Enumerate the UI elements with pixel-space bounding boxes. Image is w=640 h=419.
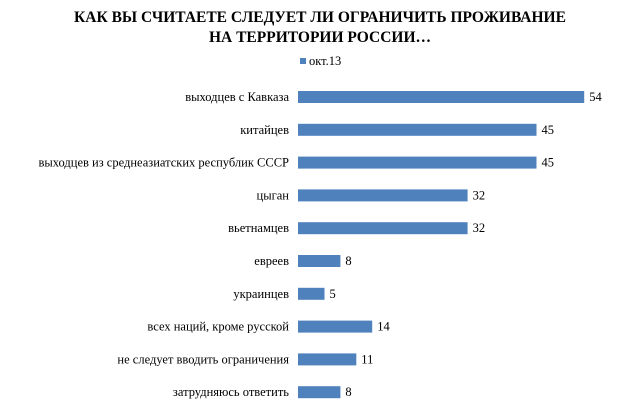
data-label: 11 (361, 352, 373, 366)
category-label: китайцев (240, 123, 289, 137)
bars-layer: выходцев с Кавказа 54 китайцев 45 выходцев и… (38, 90, 602, 399)
legend: окт.13 (300, 54, 341, 68)
category-label: цыган (257, 188, 290, 202)
data-label: 45 (542, 156, 555, 170)
legend-swatch (300, 58, 306, 64)
data-label: 14 (377, 320, 390, 334)
category-label: вьетнамцев (228, 221, 289, 235)
chart-title-line-2: НА ТЕРРИТОРИИ РОССИИ… (209, 29, 431, 46)
data-label: 8 (345, 385, 351, 399)
bar (298, 123, 537, 136)
category-label: всех наций, кроме русской (147, 320, 289, 334)
bar (298, 189, 468, 202)
bar (298, 353, 357, 366)
bar (298, 386, 341, 399)
data-label: 8 (345, 254, 351, 268)
data-label: 54 (589, 90, 602, 104)
bar (298, 287, 325, 300)
category-label: затрудняюсь ответить (173, 385, 289, 399)
legend-label: окт.13 (309, 54, 341, 68)
chart-title-line-1: КАК ВЫ СЧИТАЕТЕ СЛЕДУЕТ ЛИ ОГРАНИЧИТЬ ПР… (74, 9, 566, 26)
data-label: 45 (542, 123, 555, 137)
category-label: выходцев с Кавказа (185, 90, 289, 104)
data-label: 32 (473, 221, 486, 235)
category-label: не следует вводить ограничения (117, 352, 289, 366)
bar (298, 222, 468, 235)
bar (298, 255, 341, 267)
category-label: евреев (254, 254, 289, 268)
bar (298, 320, 373, 333)
data-label: 32 (473, 188, 486, 202)
data-label: 5 (330, 287, 336, 301)
category-label: выходцев из среднеазиатских республик СС… (38, 156, 289, 170)
category-label: украинцев (233, 287, 289, 301)
bar (298, 156, 537, 169)
bar (298, 91, 585, 103)
